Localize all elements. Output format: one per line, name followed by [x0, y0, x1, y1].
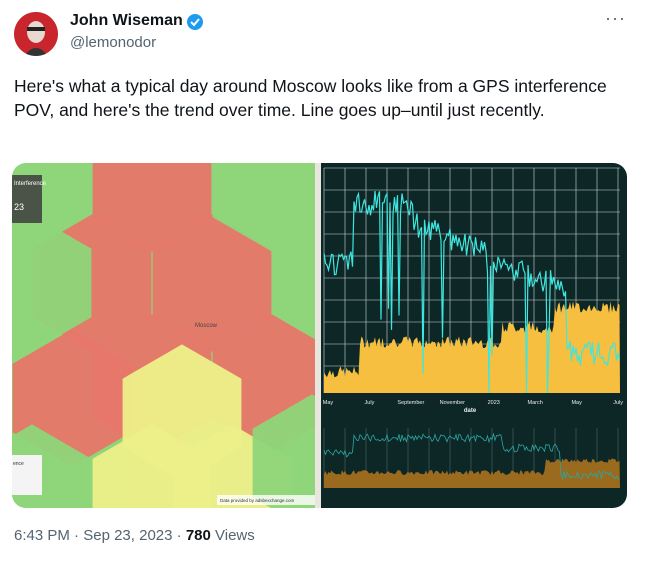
avatar-image: [14, 12, 58, 56]
chart-image: May July September November 2023 March May July…: [323, 167, 623, 488]
image-x-label: May: [323, 400, 334, 406]
map-legend-bottom: [12, 455, 42, 495]
legend-value: 23: [14, 202, 24, 212]
map-hexes: [12, 163, 372, 508]
image-x-label: September: [397, 400, 424, 406]
attribution-box: [217, 495, 317, 505]
author-name[interactable]: John Wiseman: [70, 12, 183, 29]
image-x-label: July: [365, 400, 375, 406]
map-legend: [12, 175, 42, 223]
tweet-footer: 6:43 PM · Sep 23, 2023 · 780 Views: [14, 527, 255, 544]
image-x-label: July: [613, 400, 623, 406]
city-label: Moscow: [195, 323, 218, 329]
image-area-small: [324, 458, 620, 488]
media-group: Interference 23 ence Moscow Data provide…: [12, 163, 627, 508]
attribution: Data provided by adsbexchange.com: [220, 498, 295, 503]
view-count: 780: [185, 527, 211, 544]
image-x-label: May: [571, 400, 582, 406]
image-line: [323, 191, 621, 394]
image-x-label: November: [440, 400, 466, 406]
separator: ·: [176, 527, 182, 544]
tweet-text: Here's what a typical day around Moscow …: [14, 76, 607, 120]
image-x-label: 2023: [488, 400, 500, 406]
legend-title: Interference: [14, 181, 47, 187]
author-handle[interactable]: @lemonodor: [70, 34, 157, 51]
map-hex: [212, 163, 332, 252]
time[interactable]: 6:43 PM: [14, 527, 70, 544]
date[interactable]: Sep 23, 2023: [83, 527, 173, 544]
image-area: [324, 301, 620, 393]
more-button[interactable]: ···: [605, 8, 626, 28]
image-line-small: [323, 432, 620, 481]
image-x-label: March: [528, 400, 543, 406]
image-x-title: date: [464, 408, 477, 414]
map-hex: [12, 214, 92, 352]
divider: [315, 163, 321, 508]
legend-bottom: ence: [13, 461, 24, 467]
separator: ·: [74, 527, 80, 544]
views-label: Views: [215, 527, 255, 544]
map-hex: [92, 163, 212, 252]
tweet-media[interactable]: Interference 23 ence Moscow Data provide…: [12, 163, 627, 508]
verified-badge: [187, 14, 203, 30]
avatar[interactable]: [14, 12, 58, 56]
